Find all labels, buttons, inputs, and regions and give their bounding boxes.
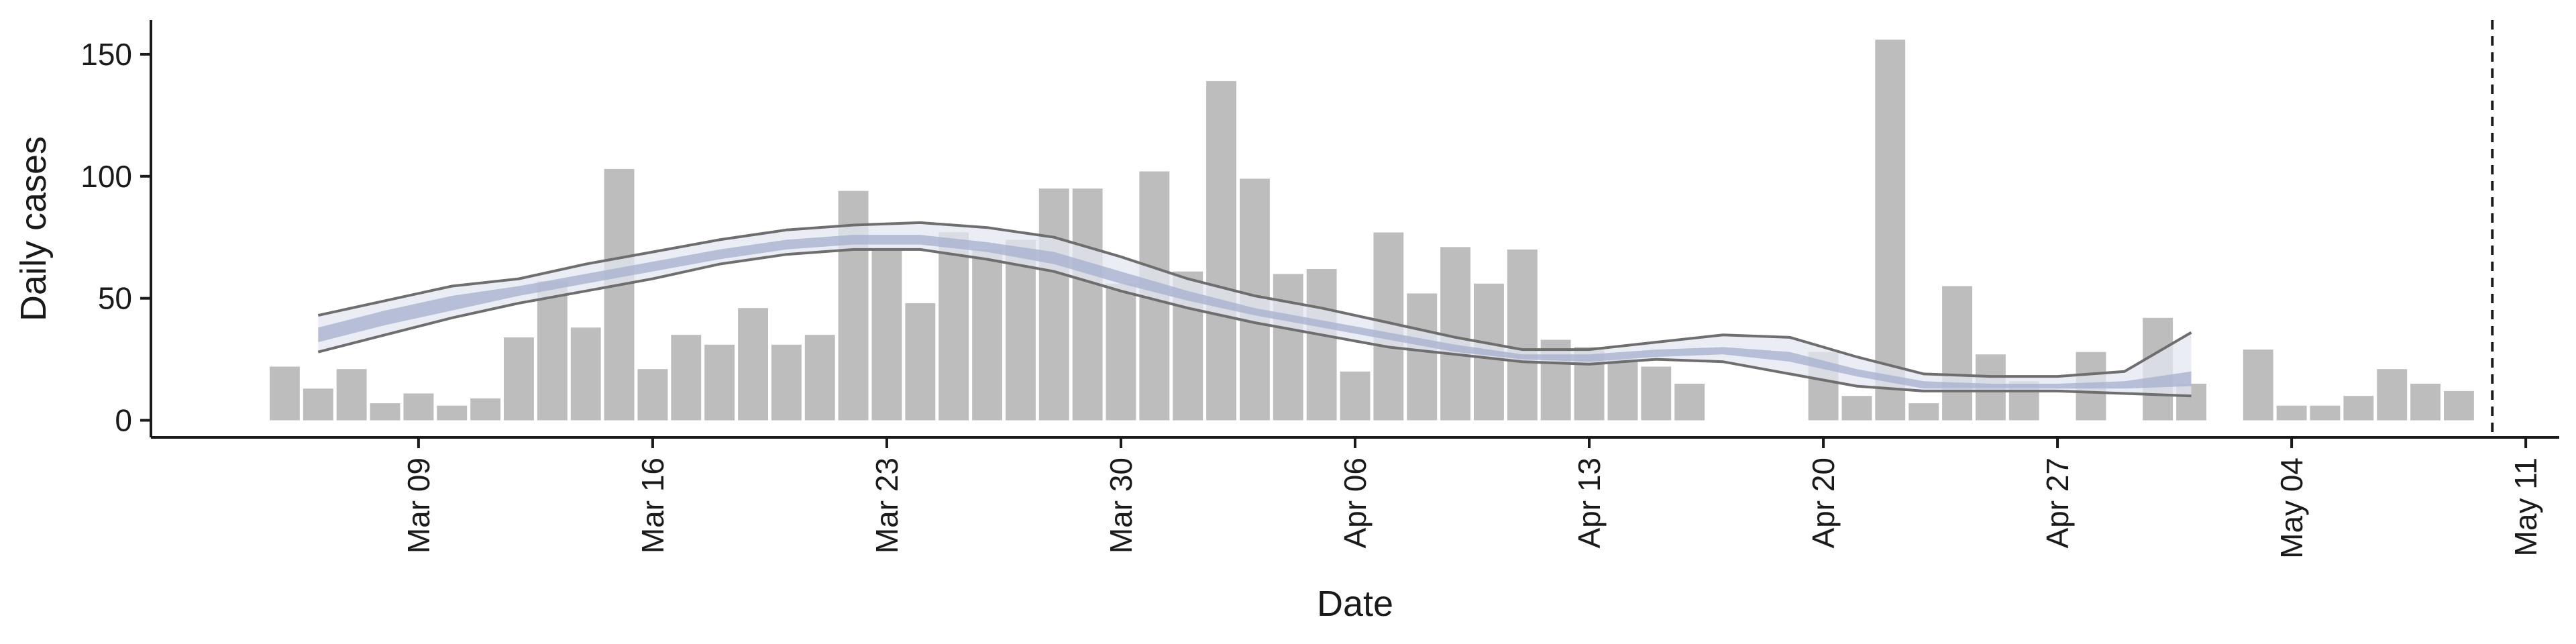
bar-2020-03-29 [1072, 189, 1103, 421]
bar-2020-03-15 [604, 168, 635, 421]
bar-2020-04-14 [1607, 359, 1638, 421]
bar-2020-03-27 [1006, 239, 1036, 421]
y-tick-label-100: 100 [80, 159, 132, 194]
x-tick-label-2020-05-11: May 11 [2508, 458, 2543, 556]
bar-2020-03-30 [1106, 283, 1136, 421]
bar-2020-04-04 [1273, 274, 1303, 421]
x-tick-label-2020-03-09: Mar 09 [401, 458, 436, 553]
estimate-upper-line [317, 221, 2192, 378]
bar-2020-04-09 [1440, 247, 1470, 421]
y-tick-label-150: 150 [80, 37, 132, 72]
bar-2020-03-14 [570, 327, 601, 421]
x-tick-label-2020-04-20: Apr 20 [1806, 458, 1841, 549]
bar-2020-04-06 [1340, 371, 1371, 421]
estimate-lower-line [317, 248, 2192, 398]
bar-2020-03-12 [504, 337, 534, 421]
bar-2020-05-05 [2310, 405, 2341, 421]
estimate-lines-layer [317, 221, 2192, 398]
bar-2020-05-07 [2377, 369, 2408, 421]
bar-2020-05-09 [2444, 390, 2474, 421]
x-tick-label-2020-04-13: Apr 13 [1572, 458, 1607, 549]
y-axis-title: Daily cases [13, 136, 54, 321]
bar-2020-03-26 [972, 249, 1002, 421]
x-tick-label-2020-04-06: Apr 06 [1338, 458, 1373, 549]
x-tick-label-2020-04-27: Apr 27 [2040, 458, 2075, 549]
x-tick-label-2020-03-23: Mar 23 [869, 458, 904, 553]
x-tick-label-2020-03-16: Mar 16 [635, 458, 670, 553]
bar-2020-03-25 [938, 232, 969, 421]
x-tick-label-2020-03-30: Mar 30 [1104, 458, 1138, 553]
x-axis-title: Date [1317, 584, 1393, 624]
bar-2020-05-03 [2243, 350, 2273, 421]
bar-2020-04-22 [1875, 40, 1906, 421]
bar-2020-03-10 [437, 405, 468, 421]
bar-2020-03-11 [470, 398, 501, 421]
x-tick-label-2020-05-04: May 04 [2274, 458, 2309, 559]
y-tick-label-0: 0 [115, 403, 132, 438]
bar-2020-03-13 [537, 281, 568, 421]
bar-2020-05-08 [2410, 384, 2440, 421]
bar-2020-03-18 [704, 344, 735, 421]
bar-2020-04-23 [1909, 403, 1939, 421]
axes-layer: 0 50 100 150 Mar 09 Mar 16 Mar 23 Mar 30 Apr 06 A… [80, 20, 2559, 559]
bar-2020-04-15 [1641, 366, 1672, 421]
bar-2020-03-28 [1038, 189, 1069, 421]
bar-2020-03-21 [804, 335, 835, 421]
bars-layer [270, 40, 2474, 421]
bar-2020-03-24 [905, 303, 936, 421]
y-tick-label-50: 50 [98, 281, 132, 316]
bar-2020-04-08 [1407, 293, 1438, 421]
bar-2020-03-06 [303, 388, 333, 421]
bar-2020-04-24 [1942, 286, 1972, 421]
estimate-bands-layer [318, 222, 2192, 396]
bar-2020-03-09 [403, 393, 434, 421]
bar-2020-03-05 [270, 366, 300, 421]
bar-2020-04-02 [1206, 80, 1236, 421]
estimate-band-50 [318, 235, 2192, 389]
bar-2020-04-21 [1841, 396, 1872, 421]
bar-2020-04-16 [1674, 384, 1705, 421]
bar-2020-03-16 [637, 369, 668, 421]
bar-2020-03-08 [370, 403, 400, 421]
bar-2020-05-04 [2276, 405, 2307, 421]
bar-2020-04-11 [1507, 249, 1538, 421]
bar-2020-03-20 [771, 344, 802, 421]
bar-2020-03-17 [671, 335, 702, 421]
bar-2020-05-06 [2343, 396, 2374, 421]
bar-2020-04-05 [1306, 269, 1337, 421]
bar-2020-03-23 [871, 249, 902, 421]
bar-2020-03-07 [336, 369, 367, 421]
bar-2020-03-19 [738, 308, 768, 421]
